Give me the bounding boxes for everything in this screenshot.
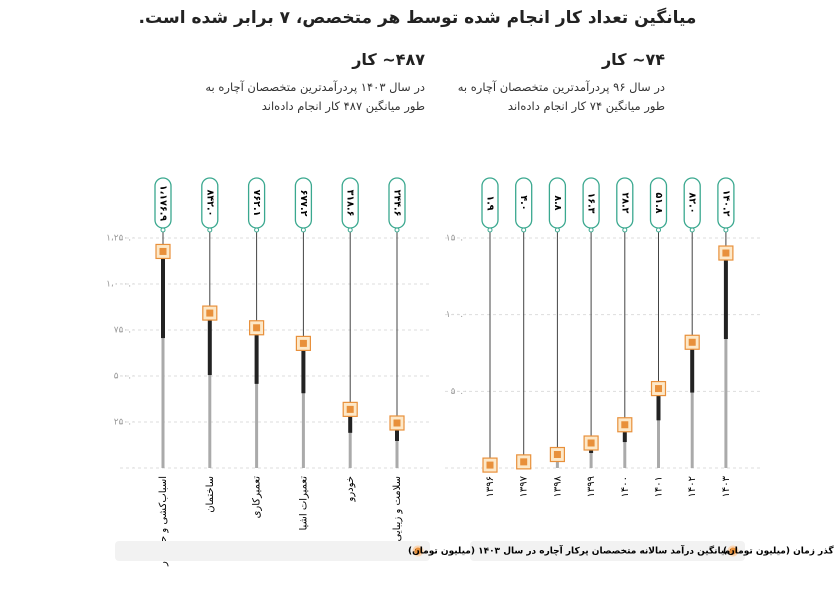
value-label: ۲۸.۲ [619, 192, 630, 213]
value-label: ۸۴۲.۰ [204, 190, 215, 217]
pill-knot [554, 227, 560, 233]
pill-knot [723, 227, 729, 233]
marker-core [206, 309, 214, 317]
y-tick-label: ۱۵۰.۰ [446, 234, 468, 244]
y-tick-label: ۵۰۰.۰ [114, 372, 136, 382]
x-tick-label: ۱۴۰۰ [620, 476, 631, 497]
marker-core [655, 385, 662, 393]
value-bar [622, 424, 627, 443]
panel-heading: ۷۴~ کار [601, 50, 665, 69]
value-label: ۸.۸ [552, 195, 563, 210]
pill-knot [656, 227, 661, 233]
pill-knot [254, 227, 260, 233]
legend-box [115, 541, 430, 561]
value-label: ۳۱۸.۶ [345, 190, 356, 217]
marker-core [722, 249, 730, 257]
x-tick-label: ۱۳۹۸ [552, 475, 563, 497]
marker-core [486, 461, 494, 469]
value-label: ۸۲.۰ [687, 192, 698, 213]
x-tick-label: ۱۳۹۹ [586, 476, 597, 497]
value-bar [348, 409, 353, 433]
value-label: ۲۴۴.۶ [392, 190, 403, 217]
y-tick-label: ۱۰۰.۰ [446, 310, 468, 320]
panel-subtitle: در سال ۹۶ پردرآمدترین متخصصان آچاره به ط… [457, 80, 665, 113]
value-bar [723, 253, 728, 340]
marker-core [553, 451, 561, 459]
x-tick-label: ۱۴۰۳ [721, 475, 732, 497]
value-bar [301, 343, 306, 394]
value-bar [656, 388, 661, 421]
marker-core [688, 338, 696, 346]
y-tick-label: ۲۵۰.۰ [114, 418, 136, 428]
marker-core [393, 419, 401, 427]
x-tick-label: ۱۳۹۶ [485, 476, 496, 497]
value-bar [161, 251, 165, 339]
pill-knot [487, 227, 493, 233]
marker-core [621, 421, 629, 429]
value-label: ۱۴۰.۲ [720, 190, 731, 217]
value-bar [207, 313, 212, 376]
marker-core [299, 339, 307, 347]
value-label: ۷۶۲.۱ [251, 190, 262, 217]
value-label: ۴.۰ [518, 195, 529, 210]
value-bar [395, 422, 399, 441]
x-tick-label: ساختمان [205, 476, 216, 513]
y-tick-label: ۷۵۰.۰ [114, 326, 136, 336]
legend-swatch [412, 545, 424, 557]
pill-knot [300, 227, 306, 233]
legend-label: میانگین درآمد سالانه متخصصان آچاره در گذ… [723, 545, 835, 557]
x-tick-label: خودرو [345, 476, 356, 502]
marker-core [520, 458, 528, 466]
value-label: ۵۱.۸ [653, 192, 664, 213]
x-tick-label: تعمیرکاری [252, 476, 263, 519]
x-tick-label: تعمیرات اشیا [298, 476, 309, 531]
marker-core [253, 324, 261, 332]
page-title: میانگین تعداد کار انجام شده توسط هر متخص… [138, 8, 697, 28]
pill-knot [622, 227, 628, 233]
x-tick-label: ۱۴۰۱ [654, 476, 665, 497]
pill-knot [160, 227, 166, 233]
value-bar [254, 327, 259, 384]
value-label: ۱۶.۳ [586, 192, 597, 213]
legend-label: میانگین درآمد سالانه متخصصان پرکار آچاره… [408, 545, 730, 557]
pill-knot [394, 227, 400, 233]
pill-knot [689, 227, 695, 233]
x-tick-label: سلامت و زیبایی [392, 476, 403, 542]
marker-core [346, 405, 354, 413]
pill-knot [347, 227, 353, 233]
pill-knot [588, 227, 594, 233]
pill-knot [207, 227, 213, 233]
marker-core [587, 439, 595, 447]
value-bar [690, 342, 695, 393]
legend-box [470, 541, 745, 561]
legend-swatch [727, 545, 739, 557]
panel-heading: ۴۸۷~ کار [352, 50, 425, 69]
panel-subtitle: در سال ۱۴۰۳ پردرآمدترین متخصصان آچاره به… [205, 80, 425, 113]
x-tick-label: ۱۳۹۷ [519, 475, 530, 497]
value-label: ۱،۱۷۶.۹ [158, 185, 169, 221]
value-label: ۱.۹ [485, 195, 496, 210]
pill-knot [521, 227, 527, 233]
x-tick-label: ۱۴۰۲ [687, 476, 698, 497]
marker-core [159, 247, 167, 255]
x-tick-label: اسباب‌کشی و حمل‌بار [158, 476, 169, 567]
value-label: ۶۷۷.۲ [298, 190, 309, 217]
